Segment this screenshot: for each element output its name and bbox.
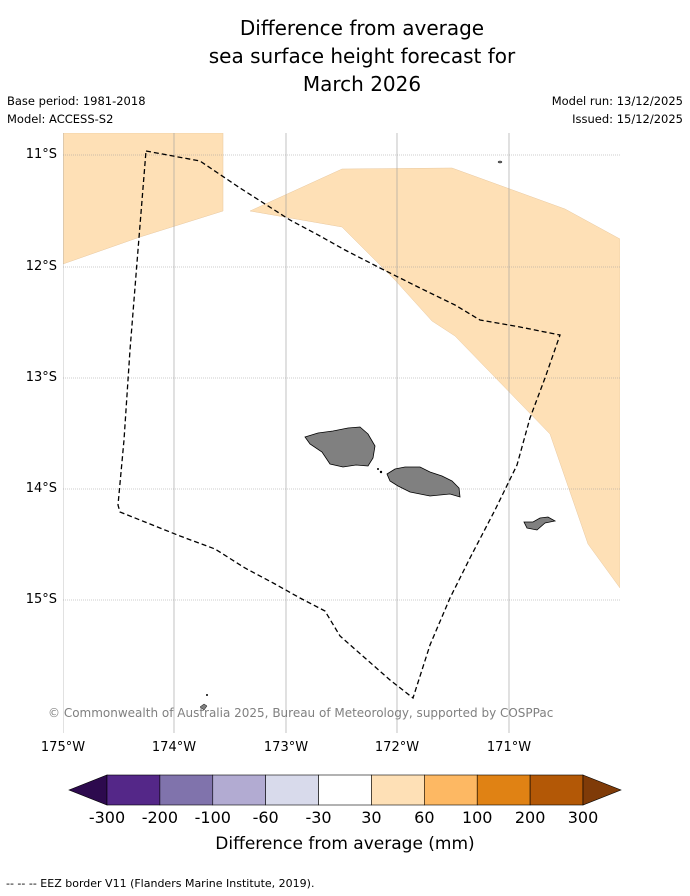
issued-date: Issued: 15/12/2025: [572, 112, 683, 126]
wallis-islet: [199, 703, 208, 711]
colorbar-tick-label: 200: [514, 808, 546, 827]
colorbar-tick-label: -30: [305, 808, 332, 827]
anomaly-region-northwest: [63, 133, 224, 265]
colorbar-segment-9: [529, 774, 584, 806]
upolu-island: [386, 466, 461, 498]
colorbar-extend-low: [68, 774, 108, 806]
colorbar-tick-label: -200: [141, 808, 179, 827]
colorbar-tick-label: 300: [567, 808, 599, 827]
colorbar-tick-label: 60: [414, 808, 435, 827]
title-line-2: sea surface height forecast for: [208, 44, 516, 68]
colorbar: [68, 774, 622, 806]
map-title: Difference from average sea surface heig…: [0, 14, 690, 98]
colorbar-segment-6: [371, 774, 425, 806]
base-period: Base period: 1981-2018: [7, 94, 146, 108]
lat-tick-11s: 11°S: [25, 147, 57, 162]
lat-tick-12s: 12°S: [25, 259, 57, 274]
swains-island: [497, 160, 503, 164]
wallis-islet-small: [206, 694, 208, 696]
lon-tick-171w: 171°W: [486, 740, 532, 755]
colorbar-segment-8: [476, 774, 531, 806]
colorbar-tick-label: -300: [88, 808, 126, 827]
lat-tick-14s: 14°S: [25, 481, 57, 496]
title-line-3: March 2026: [302, 72, 422, 96]
lat-tick-15s: 15°S: [25, 592, 57, 607]
anomaly-region-northeast: [249, 167, 620, 589]
eez-footnote: -- -- -- EEZ border V11 (Flanders Marine…: [6, 877, 315, 890]
tutuila-island: [523, 516, 557, 531]
colorbar-tick-label: -100: [194, 808, 231, 827]
colorbar-segment-2: [159, 774, 214, 806]
apolima-islet: [377, 468, 379, 470]
lon-tick-175w: 175°W: [40, 740, 86, 755]
title-line-1: Difference from average: [239, 16, 485, 40]
eez-border: [117, 150, 561, 700]
lon-tick-174w: 174°W: [151, 740, 197, 755]
model-run: Model run: 13/12/2025: [551, 94, 683, 108]
lon-tick-173w: 173°W: [263, 740, 309, 755]
colorbar-segment-4: [265, 774, 319, 806]
graticule: [63, 133, 620, 733]
colorbar-tick-label: 100: [461, 808, 493, 827]
colorbar-title: Difference from average (mm): [215, 834, 475, 854]
lon-tick-172w: 172°W: [374, 740, 420, 755]
manono-islet: [379, 470, 383, 474]
colorbar-extend-high: [582, 774, 622, 806]
colorbar-segment-7: [424, 774, 478, 806]
colorbar-segment-1: [106, 774, 161, 806]
colorbar-segment-3: [212, 774, 266, 806]
copyright-notice: © Commonwealth of Australia 2025, Bureau…: [48, 706, 554, 720]
colorbar-segment-5: [318, 774, 372, 806]
model-name: Model: ACCESS-S2: [7, 112, 114, 126]
savaii-island: [304, 426, 376, 468]
colorbar-tick-label: 30: [361, 808, 382, 827]
colorbar-tick-label: -60: [252, 808, 279, 827]
lat-tick-13s: 13°S: [25, 370, 57, 385]
